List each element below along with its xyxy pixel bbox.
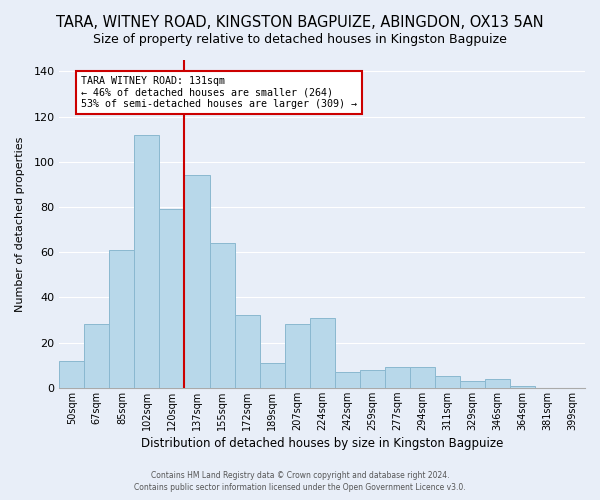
- Text: Contains HM Land Registry data © Crown copyright and database right 2024.
Contai: Contains HM Land Registry data © Crown c…: [134, 471, 466, 492]
- Bar: [460, 381, 485, 388]
- Bar: [109, 250, 134, 388]
- Bar: [134, 134, 160, 388]
- Bar: [360, 370, 385, 388]
- Text: TARA, WITNEY ROAD, KINGSTON BAGPUIZE, ABINGDON, OX13 5AN: TARA, WITNEY ROAD, KINGSTON BAGPUIZE, AB…: [56, 15, 544, 30]
- Bar: [59, 360, 85, 388]
- Y-axis label: Number of detached properties: Number of detached properties: [15, 136, 25, 312]
- Bar: [235, 316, 260, 388]
- Bar: [184, 176, 209, 388]
- Bar: [310, 318, 335, 388]
- Bar: [410, 368, 435, 388]
- Bar: [260, 363, 284, 388]
- Bar: [435, 376, 460, 388]
- Bar: [485, 378, 510, 388]
- Bar: [385, 368, 410, 388]
- Bar: [510, 386, 535, 388]
- Text: Size of property relative to detached houses in Kingston Bagpuize: Size of property relative to detached ho…: [93, 32, 507, 46]
- Bar: [85, 324, 109, 388]
- Bar: [209, 243, 235, 388]
- X-axis label: Distribution of detached houses by size in Kingston Bagpuize: Distribution of detached houses by size …: [141, 437, 503, 450]
- Bar: [284, 324, 310, 388]
- Bar: [160, 209, 184, 388]
- Bar: [335, 372, 360, 388]
- Text: TARA WITNEY ROAD: 131sqm
← 46% of detached houses are smaller (264)
53% of semi-: TARA WITNEY ROAD: 131sqm ← 46% of detach…: [80, 76, 356, 109]
